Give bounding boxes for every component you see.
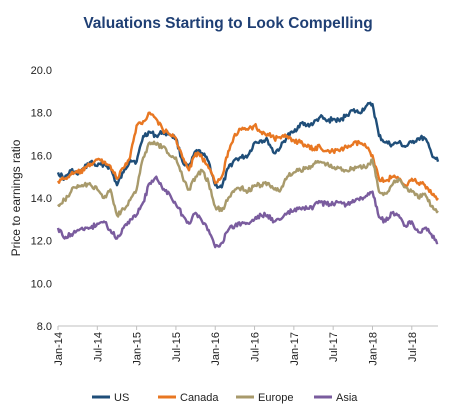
x-tick-label: Jul-18 [407,332,419,362]
x-tick-label: Jul-17 [328,332,340,362]
y-tick-label: 20.0 [31,65,52,77]
x-tick-label: Jan-16 [210,332,222,366]
y-axis-label: Price to earnings ratio [9,139,23,256]
axes [57,325,438,330]
legend-label-asia: Asia [336,392,358,404]
x-tick-label: Jan-17 [289,332,301,366]
y-tick-label: 18.0 [31,108,52,120]
y-axis-ticks: 8.0 10.0 12.0 14.0 16.0 18.0 20.0 [31,65,52,333]
legend-label-us: US [114,392,129,404]
y-tick-label: 16.0 [31,150,52,162]
chart-legend: US Canada Europe Asia [92,392,358,404]
x-tick-label: Jan-15 [132,332,144,366]
y-tick-label: 12.0 [31,236,52,248]
series-line-europe [57,140,439,218]
y-tick-label: 8.0 [37,321,52,333]
series-line-asia [56,175,439,249]
x-tick-label: Jul-14 [92,332,104,362]
y-tick-label: 10.0 [31,278,52,290]
x-tick-label: Jan-14 [53,332,65,366]
x-tick-label: Jul-15 [171,332,183,362]
series-lines [56,101,440,249]
chart-title: Valuations Starting to Look Compelling [83,15,372,32]
x-axis-ticks: Jan-14 Jul-14 Jan-15 Jul-15 Jan-16 Jul-16 Jan-… [53,332,419,366]
y-tick-label: 14.0 [31,193,52,205]
x-tick-label: Jan-18 [367,332,379,366]
x-tick-label: Jul-16 [250,332,262,362]
series-line-us [56,101,440,189]
legend-label-europe: Europe [258,392,293,404]
legend-label-canada: Canada [180,392,219,404]
